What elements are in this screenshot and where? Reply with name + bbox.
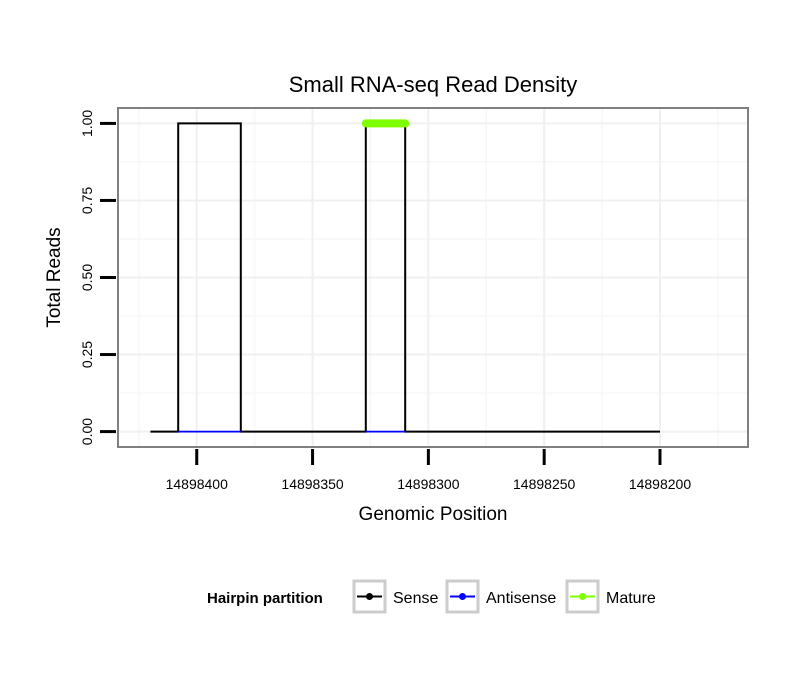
legend-key-point [366, 593, 373, 600]
x-tick-label: 14898300 [397, 476, 460, 492]
legend-label-antisense: Antisense [486, 590, 556, 607]
legend-label-mature: Mature [606, 590, 656, 607]
y-tick-label: 0.50 [79, 264, 95, 291]
plot-area: 0.00 0.25 0.50 0.75 1.00 14898400 14898350 1489… [79, 107, 749, 492]
x-tick-label: 14898200 [629, 476, 692, 492]
legend-label-sense: Sense [393, 590, 438, 607]
legend-title: Hairpin partition [207, 590, 323, 607]
x-axis-title: Genomic Position [359, 504, 508, 525]
chart-title: Small RNA-seq Read Density [289, 72, 578, 97]
y-axis-title: Total Reads [44, 227, 65, 327]
legend-key-point [459, 593, 466, 600]
y-tick-label: 0.00 [79, 418, 95, 445]
x-tick-label: 14898250 [513, 476, 576, 492]
legend-key-point [579, 593, 586, 600]
y-tick-label: 0.75 [79, 187, 95, 214]
x-tick-label: 14898350 [281, 476, 344, 492]
series-sense-line [150, 122, 660, 433]
x-tick-label: 14898400 [166, 476, 229, 492]
y-tick-label: 0.25 [79, 341, 95, 368]
y-tick-label: 1.00 [79, 110, 95, 137]
panel-border [117, 107, 749, 448]
legend: Hairpin partition Sense Antisense Mature [207, 579, 656, 614]
